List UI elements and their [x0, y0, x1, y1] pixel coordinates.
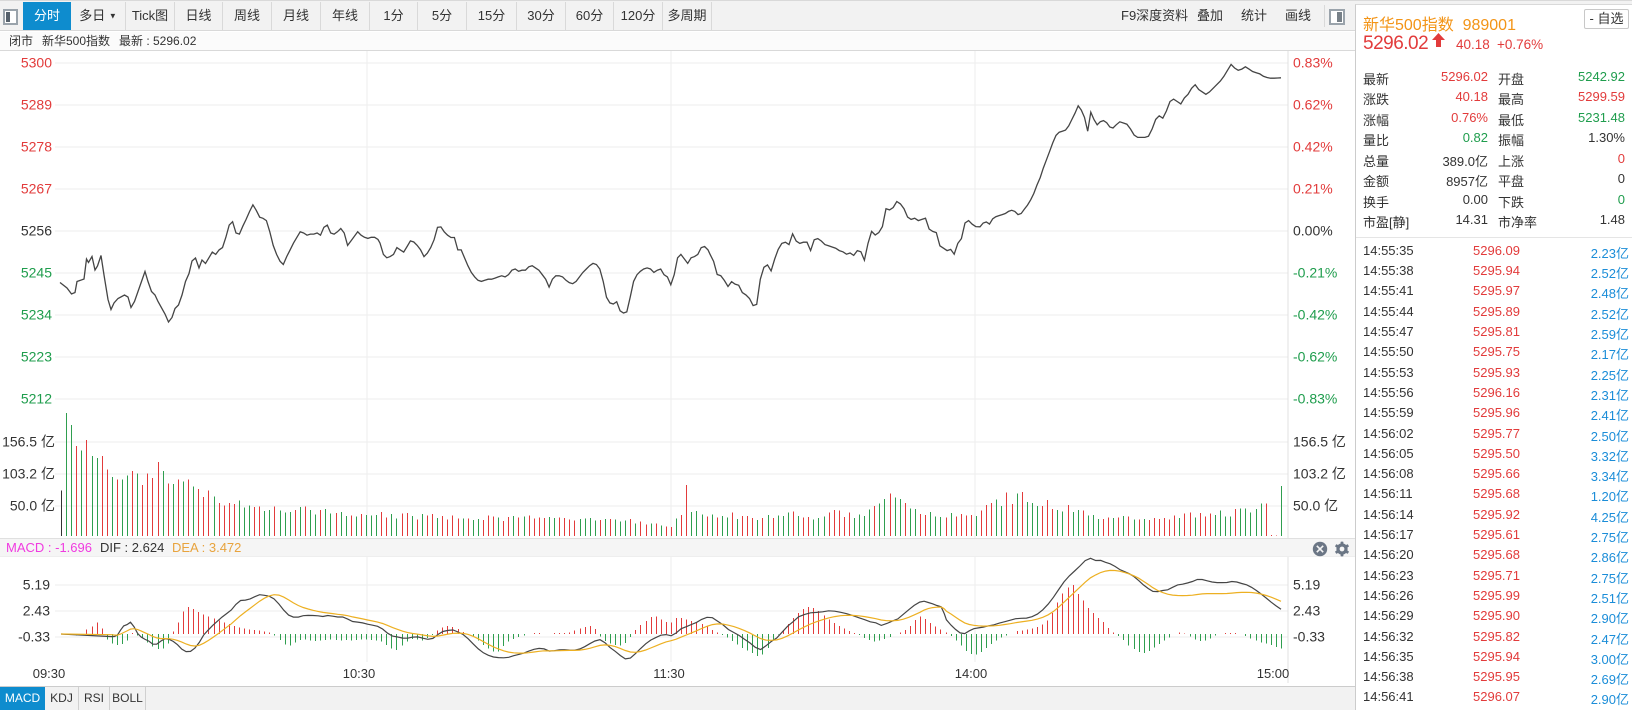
svg-text:0.21%: 0.21% — [1293, 181, 1333, 197]
svg-text:11:30: 11:30 — [653, 666, 685, 681]
svg-text:2.43: 2.43 — [1293, 603, 1320, 619]
svg-text:0.00%: 0.00% — [1293, 223, 1333, 239]
svg-text:09:30: 09:30 — [33, 666, 66, 681]
svg-text:103.2 亿: 103.2 亿 — [2, 466, 55, 482]
svg-text:5.19: 5.19 — [23, 577, 50, 593]
svg-text:5.19: 5.19 — [1293, 577, 1320, 593]
svg-text:5212: 5212 — [21, 391, 52, 407]
svg-text:156.5 亿: 156.5 亿 — [2, 434, 55, 450]
svg-text:156.5 亿: 156.5 亿 — [1293, 434, 1346, 450]
svg-text:5234: 5234 — [21, 307, 52, 323]
svg-text:14:00: 14:00 — [955, 666, 988, 681]
svg-text:-0.83%: -0.83% — [1293, 391, 1337, 407]
svg-text:-0.62%: -0.62% — [1293, 349, 1337, 365]
svg-text:-0.42%: -0.42% — [1293, 307, 1337, 323]
svg-text:15:00: 15:00 — [1257, 666, 1290, 681]
svg-text:10:30: 10:30 — [343, 666, 376, 681]
svg-text:5223: 5223 — [21, 349, 52, 365]
svg-text:5300: 5300 — [21, 55, 52, 71]
svg-text:-0.21%: -0.21% — [1293, 265, 1337, 281]
svg-text:2.43: 2.43 — [23, 603, 50, 619]
svg-text:50.0 亿: 50.0 亿 — [10, 498, 55, 514]
svg-text:103.2 亿: 103.2 亿 — [1293, 466, 1346, 482]
svg-text:5267: 5267 — [21, 181, 52, 197]
svg-text:5278: 5278 — [21, 139, 52, 155]
svg-text:0.42%: 0.42% — [1293, 139, 1333, 155]
svg-text:0.83%: 0.83% — [1293, 55, 1333, 71]
svg-text:0.62%: 0.62% — [1293, 97, 1333, 113]
svg-text:5245: 5245 — [21, 265, 52, 281]
svg-text:-0.33: -0.33 — [18, 629, 50, 645]
svg-text:50.0 亿: 50.0 亿 — [1293, 498, 1338, 514]
svg-text:5289: 5289 — [21, 97, 52, 113]
svg-text:-0.33: -0.33 — [1293, 629, 1325, 645]
svg-text:5256: 5256 — [21, 223, 52, 239]
